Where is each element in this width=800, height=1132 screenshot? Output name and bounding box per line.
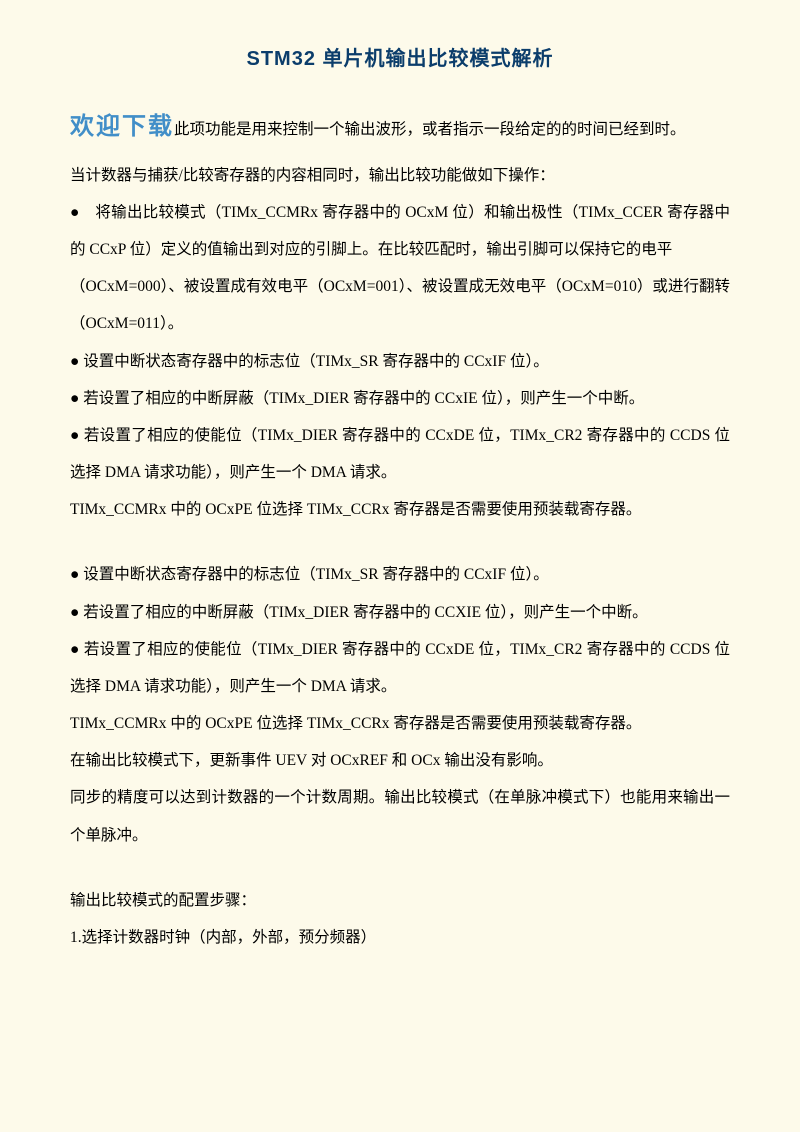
paragraph: ● 若设置了相应的中断屏蔽（TIMx_DIER 寄存器中的 CCxIE 位），则… [70,380,730,417]
paragraph: 1.选择计数器时钟（内部，外部，预分频器） [70,919,730,956]
paragraph: ● 设置中断状态寄存器中的标志位（TIMx_SR 寄存器中的 CCxIF 位）。 [70,343,730,380]
spacer [70,854,730,882]
paragraph: 输出比较模式的配置步骤： [70,882,730,919]
paragraph: ● 设置中断状态寄存器中的标志位（TIMx_SR 寄存器中的 CCxIF 位）。 [70,556,730,593]
paragraph: ● 若设置了相应的使能位（TIMx_DIER 寄存器中的 CCxDE 位，TIM… [70,417,730,491]
paragraph-text: 此项功能是用来控制一个输出波形，或者指示一段给定的的时间已经到时。 [174,121,686,138]
paragraph: ● 若设置了相应的中断屏蔽（TIMx_DIER 寄存器中的 CCXIE 位），则… [70,594,730,631]
paragraph: TIMx_CCMRx 中的 OCxPE 位选择 TIMx_CCRx 寄存器是否需… [70,491,730,528]
paragraph: ● 将输出比较模式（TIMx_CCMRx 寄存器中的 OCxM 位）和输出极性（… [70,194,730,268]
paragraph: 同步的精度可以达到计数器的一个计数周期。输出比较模式（在单脉冲模式下）也能用来输… [70,779,730,853]
paragraph: TIMx_CCMRx 中的 OCxPE 位选择 TIMx_CCRx 寄存器是否需… [70,705,730,742]
paragraph: （OCxM=000）、被设置成有效电平（OCxM=001）、被设置成无效电平（O… [70,268,730,342]
paragraph: ● 若设置了相应的使能位（TIMx_DIER 寄存器中的 CCxDE 位，TIM… [70,631,730,705]
intro-line: 欢迎下载此项功能是用来控制一个输出波形，或者指示一段给定的的时间已经到时。 [70,99,730,157]
paragraph: 在输出比较模式下，更新事件 UEV 对 OCxREF 和 OCx 输出没有影响。 [70,742,730,779]
spacer [70,528,730,556]
document-title: STM32 单片机输出比较模式解析 [70,35,730,83]
watermark-text: 欢迎下载 [70,114,174,140]
paragraph: 当计数器与捕获/比较寄存器的内容相同时，输出比较功能做如下操作： [70,157,730,194]
